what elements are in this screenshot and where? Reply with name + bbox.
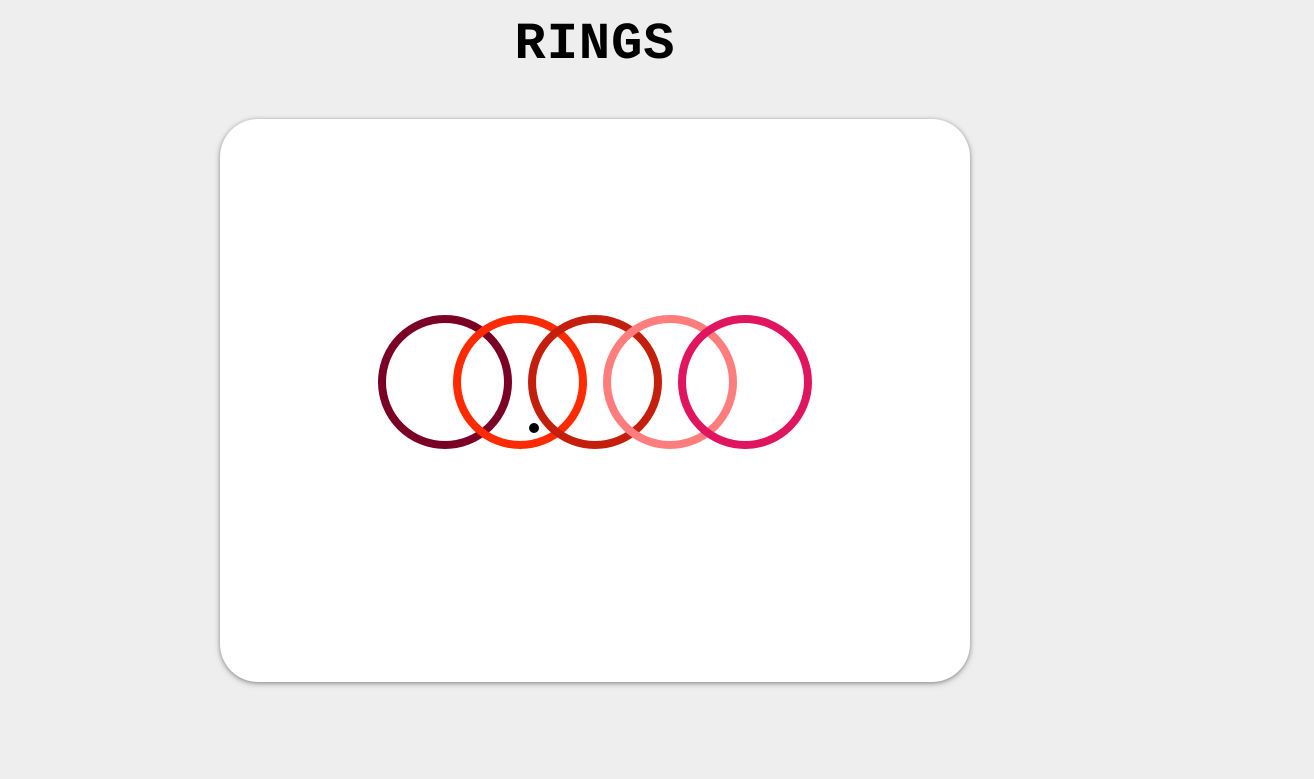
game-title: RINGS bbox=[514, 15, 676, 74]
ball bbox=[529, 423, 539, 433]
rings-group bbox=[378, 315, 812, 449]
game-board[interactable] bbox=[220, 119, 970, 682]
ring-3[interactable] bbox=[528, 315, 662, 449]
rings-canvas[interactable] bbox=[220, 119, 970, 682]
ring-4[interactable] bbox=[603, 315, 737, 449]
ring-1[interactable] bbox=[378, 315, 512, 449]
ring-5[interactable] bbox=[678, 315, 812, 449]
ring-2[interactable] bbox=[453, 315, 587, 449]
